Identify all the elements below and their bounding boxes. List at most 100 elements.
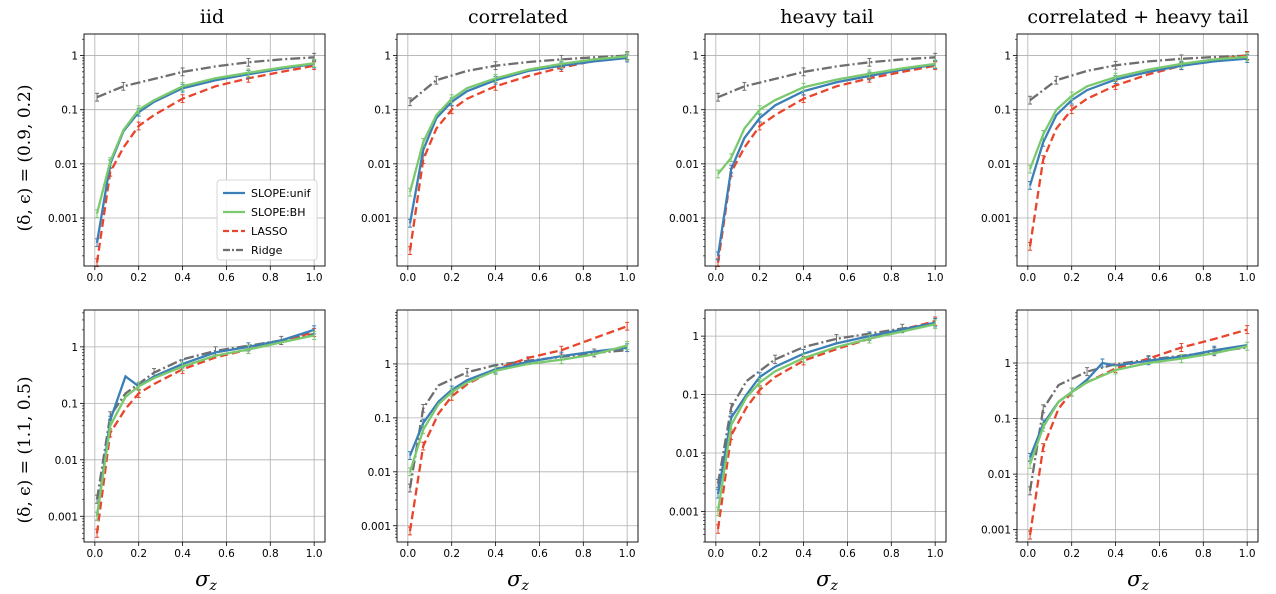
y-tick-label: 1: [692, 331, 699, 343]
x-tick-label: 0.6: [839, 548, 856, 560]
x-tick-label: 0.4: [1107, 548, 1124, 560]
x-tick-label: 0.0: [86, 272, 103, 284]
column-title-correlated: correlated: [468, 6, 568, 28]
column-title-iid: iid: [200, 6, 224, 28]
x-tick-label: 1.0: [927, 272, 944, 284]
x-tick-label: 1.0: [306, 548, 323, 560]
x-tick-label: 0.2: [130, 272, 147, 284]
row-label-0: (δ, ϵ) = (0.9, 0.2): [15, 84, 35, 231]
series-line-slope-bh: [408, 344, 628, 473]
x-tick-label: 0.0: [399, 548, 416, 560]
axes-frame: [1016, 309, 1259, 543]
y-tick-label: 0.001: [981, 525, 1011, 537]
y-tick-label: 0.001: [48, 213, 78, 225]
x-tick-label: 0.2: [1063, 272, 1080, 284]
x-tick-label: 1.0: [619, 548, 636, 560]
column-title-heavy-tail: heavy tail: [780, 6, 873, 28]
y-tick-label: 0.1: [61, 398, 78, 410]
x-tick-label: 0.2: [751, 548, 768, 560]
x-tick-label: 1.0: [1239, 548, 1256, 560]
column-titles: iid correlated heavy tail correlated + h…: [200, 6, 1249, 28]
axes-frame: [83, 309, 326, 543]
series-line-slope-unif: [1028, 343, 1248, 458]
x-tick-label: 0.6: [1151, 272, 1168, 284]
x-tick-label: 1.0: [927, 548, 944, 560]
axes-frame: [396, 33, 639, 267]
chart-panel-r0-c1: 0.0 0.2 0.4 0.6 0.8 1.0 0.001 0.01 0.1 1: [361, 33, 639, 284]
row-labels: (δ, ϵ) = (0.9, 0.2) (δ, ϵ) = (1.1, 0.5): [15, 84, 35, 523]
x-axis-labels: σz σz σz σz: [195, 567, 1149, 594]
axes-frame: [83, 33, 326, 267]
series-line-ridge: [409, 54, 628, 103]
x-tick-label: 0.8: [575, 272, 592, 284]
y-tick-label: 0.001: [981, 213, 1011, 225]
y-tick-label: 0.001: [669, 506, 699, 518]
series-line-lasso: [95, 64, 315, 263]
x-tick-label: 0.8: [883, 548, 900, 560]
series-line-slope-bh: [408, 55, 628, 193]
y-tick-label: 1: [71, 51, 78, 63]
y-tick-label: 1: [384, 359, 391, 371]
chart-panel-r1-c1: 0.0 0.2 0.4 0.6 0.8 1.0 0.001 0.01 0.1 1: [361, 309, 639, 560]
axes-frame: [396, 309, 639, 543]
y-tick-label: 0.01: [368, 159, 391, 171]
series-line-slope-bh: [717, 62, 936, 175]
legend-label: SLOPE:unif: [251, 187, 312, 200]
legend-box: [216, 179, 318, 261]
chart-panel-r0-c2: 0.0 0.2 0.4 0.6 0.8 1.0 0.001 0.01 0.1 1: [669, 33, 947, 284]
x-tick-label: 0.4: [174, 548, 191, 560]
chart-panel-r1-c2: 0.0 0.2 0.4 0.6 0.8 1.0 0.001 0.01 0.1 1: [669, 309, 947, 560]
x-tick-label: 0.0: [707, 272, 724, 284]
y-tick-label: 0.1: [61, 105, 78, 117]
x-tick-label: 0.8: [1195, 548, 1212, 560]
x-tick-label: 1.0: [619, 272, 636, 284]
y-tick-label: 0.1: [994, 414, 1011, 426]
legend-label: SLOPE:BH: [251, 206, 305, 219]
x-tick-label: 0.0: [399, 272, 416, 284]
axes-frame: [704, 309, 947, 543]
y-tick-label: 0.1: [682, 390, 699, 402]
chart-panel-r1-c0: 0.0 0.2 0.4 0.6 0.8 1.0 0.001 0.01 0.1 1: [48, 309, 326, 560]
y-tick-label: 1: [692, 51, 699, 63]
y-tick-label: 0.01: [676, 159, 699, 171]
series-line-lasso: [408, 325, 628, 532]
x-tick-label: 0.6: [839, 272, 856, 284]
series-line-slope-unif: [95, 328, 315, 517]
y-tick-label: 0.001: [361, 521, 391, 533]
series-line-slope-unif: [1028, 57, 1248, 186]
x-tick-label: 0.2: [130, 548, 147, 560]
series-line-lasso: [95, 331, 315, 534]
series-line-lasso: [716, 64, 936, 263]
column-title-correlated-heavy-tail: correlated + heavy tail: [1027, 6, 1248, 28]
legend-label: LASSO: [251, 225, 288, 238]
x-tick-label: 0.0: [1019, 272, 1036, 284]
x-tick-label: 0.4: [174, 272, 191, 284]
x-axis-label-col0: σz: [195, 567, 217, 594]
y-tick-label: 0.001: [48, 511, 78, 523]
y-tick-label: 1: [1004, 358, 1011, 370]
x-tick-label: 0.2: [1063, 548, 1080, 560]
series-line-slope-bh: [95, 62, 315, 214]
y-tick-label: 1: [71, 342, 78, 354]
y-tick-label: 0.1: [994, 105, 1011, 117]
series-line-slope-unif: [408, 56, 628, 224]
series-line-ridge: [716, 323, 936, 484]
x-tick-label: 0.8: [575, 548, 592, 560]
x-tick-label: 0.4: [487, 272, 504, 284]
x-axis-label-col1: σz: [507, 567, 529, 594]
x-tick-label: 0.6: [1151, 548, 1168, 560]
legend-label: Ridge: [251, 244, 283, 257]
x-tick-label: 0.0: [86, 548, 103, 560]
y-tick-label: 0.1: [682, 105, 699, 117]
x-tick-label: 0.0: [707, 548, 724, 560]
y-tick-label: 0.01: [55, 159, 78, 171]
series-line-ridge: [1028, 346, 1248, 491]
axes-frame: [1016, 33, 1259, 267]
axes-frame: [704, 33, 947, 267]
x-tick-label: 0.4: [795, 548, 812, 560]
x-tick-label: 0.2: [443, 548, 460, 560]
chart-panel-r0-c0: 0.0 0.2 0.4 0.6 0.8 1.0 0.001 0.01 0.1 1 SLOPE:uni…: [48, 33, 326, 284]
row-label-1: (δ, ϵ) = (1.1, 0.5): [15, 376, 35, 523]
x-tick-label: 0.4: [795, 272, 812, 284]
y-tick-label: 0.001: [361, 213, 391, 225]
